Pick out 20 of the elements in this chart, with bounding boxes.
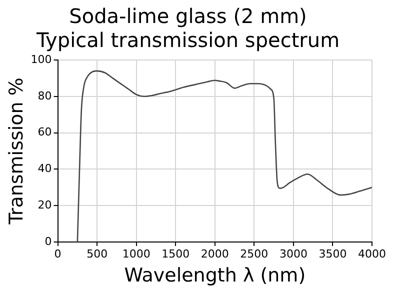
x-tick-label: 1500 — [162, 247, 190, 260]
x-tick-label: 500 — [86, 247, 108, 260]
text: Typical transmission spectrum — [36, 28, 340, 52]
x-tick-label: 3000 — [279, 247, 308, 260]
x-tick-label: 2500 — [240, 247, 268, 260]
y-tick-label: 60 — [38, 126, 52, 139]
x-tick-label: 1000 — [122, 247, 150, 260]
text: Soda-lime glass (2 mm) — [69, 4, 307, 28]
x-tick-label: 3500 — [318, 247, 347, 260]
y-tick-label: 20 — [38, 198, 52, 212]
line-series — [76, 70, 372, 242]
y-tick-label: 0 — [44, 234, 52, 248]
y-tick-label: 80 — [38, 89, 52, 102]
x-axis-title: Wavelength λ (nm) — [124, 264, 306, 287]
x-tick-label: 2000 — [200, 247, 229, 260]
y-tick-label: 100 — [30, 52, 52, 66]
x-tick-label: 4000 — [358, 247, 386, 260]
y-axis-title: Transmission % — [5, 78, 28, 226]
x-tick-label: 0 — [54, 247, 62, 260]
y-tick-label: 40 — [38, 162, 52, 176]
